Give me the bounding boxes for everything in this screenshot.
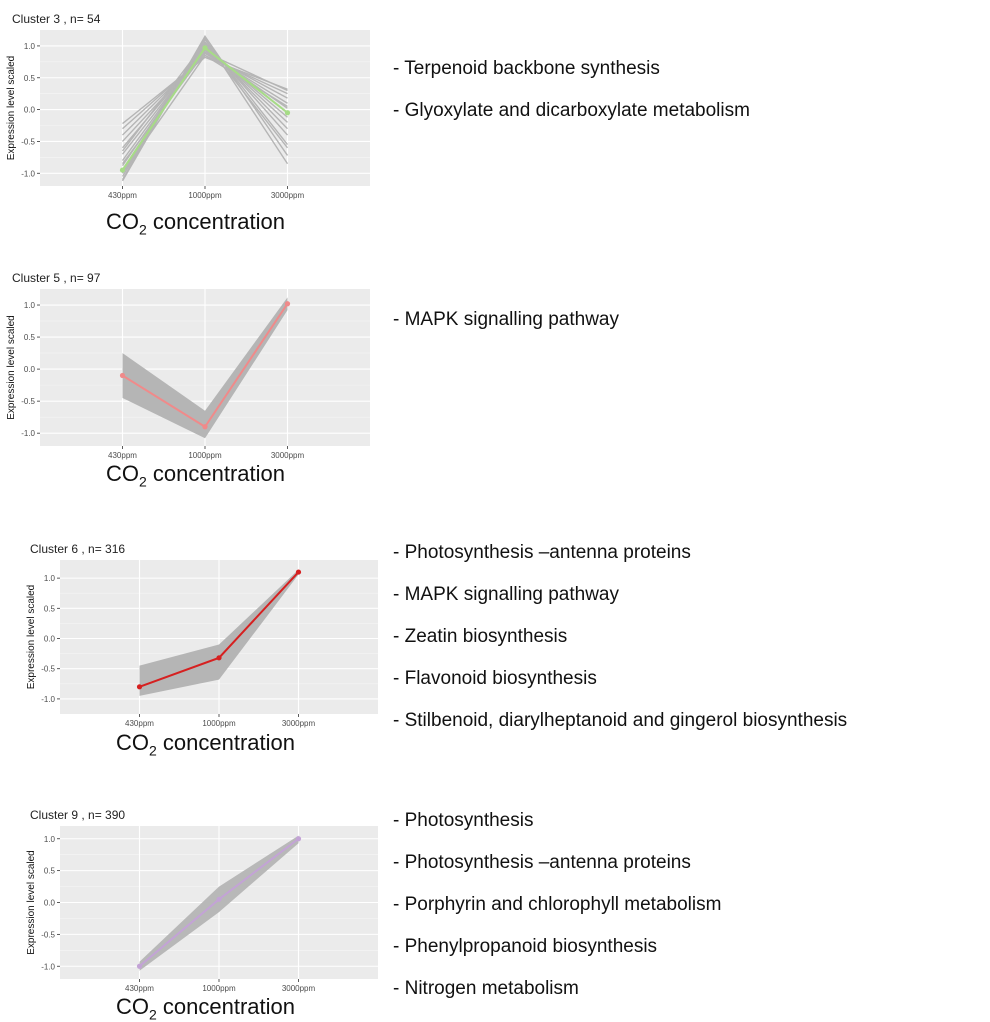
gene-line	[121, 54, 288, 174]
x-tick-label: 430ppm	[125, 719, 154, 728]
y-tick-label: 0.5	[44, 604, 56, 613]
mean-point	[284, 110, 291, 116]
y-tick-label: -1.0	[21, 429, 35, 438]
x-tick-label: 3000ppm	[282, 719, 316, 728]
mean-point	[119, 167, 126, 173]
gene-line	[121, 41, 289, 152]
pathway-list: - Terpenoid backbone synthesis - Glyoxyla…	[393, 58, 750, 142]
pathway-item: - Stilbenoid, diarylheptanoid and ginger…	[393, 710, 848, 731]
mean-point	[284, 301, 291, 307]
y-tick-label: 0.0	[44, 899, 56, 908]
mean-point	[119, 372, 126, 379]
y-tick-label: 0.5	[24, 74, 36, 83]
y-tick-label: -1.0	[41, 962, 55, 971]
y-tick-label: 1.0	[44, 574, 56, 583]
y-tick-label: -0.5	[21, 137, 35, 146]
mean-point	[295, 836, 302, 842]
panel-title: Cluster 6 , n= 316	[30, 542, 126, 556]
x-axis-title: CO2 concentration	[106, 209, 285, 238]
pathway-item: - Nitrogen metabolism	[393, 978, 579, 999]
x-tick-label: 3000ppm	[271, 451, 305, 460]
x-tick-label: 430ppm	[125, 984, 154, 993]
x-tick-label: 1000ppm	[202, 984, 236, 993]
panel-title: Cluster 3 , n= 54	[12, 12, 101, 26]
gene-line	[121, 35, 289, 180]
y-tick-label: -0.5	[41, 930, 55, 939]
y-tick-label: -1.0	[21, 169, 35, 178]
panel-title: Cluster 5 , n= 97	[12, 271, 101, 285]
x-tick-label: 1000ppm	[202, 719, 236, 728]
mean-point	[202, 424, 208, 430]
y-tick-label: 1.0	[24, 42, 36, 51]
pathway-item: - Photosynthesis	[393, 810, 534, 831]
pathway-list: - Photosynthesis –antenna proteins - MAPK…	[393, 542, 847, 752]
mean-point	[216, 655, 222, 661]
y-tick-label: 0.0	[24, 365, 36, 374]
panel-title: Cluster 9 , n= 390	[30, 808, 126, 822]
pathway-item: - Terpenoid backbone synthesis	[393, 58, 660, 79]
x-tick-label: 430ppm	[108, 191, 137, 200]
pathway-item: - Photosynthesis –antenna proteins	[393, 542, 691, 563]
x-axis-title: CO2 concentration	[116, 730, 295, 759]
x-tick-label: 3000ppm	[271, 191, 305, 200]
mean-point	[216, 896, 222, 902]
cluster-plot: 1.0 0.5 0.0 -0.5 -1.0 430ppm 1000ppm 3000ppm Exp…	[26, 826, 378, 993]
y-tick-label: 0.0	[24, 106, 36, 115]
x-tick-label: 1000ppm	[188, 191, 222, 200]
gene-line	[122, 52, 288, 136]
y-tick-label: 1.0	[44, 835, 56, 844]
y-tick-label: -0.5	[21, 397, 35, 406]
x-axis-title: CO2 concentration	[116, 994, 295, 1022]
gene-line	[121, 51, 288, 165]
cluster-plot: 1.0 0.5 0.0 -0.5 -1.0 430ppm 1000ppm 3000ppm Exp…	[26, 560, 378, 728]
gene-line	[122, 56, 288, 125]
y-axis-title: Expression level scaled	[6, 315, 17, 420]
mean-point	[136, 684, 143, 690]
pathway-list: - Photosynthesis - Photosynthesis –antenn…	[393, 810, 721, 1020]
x-tick-label: 430ppm	[108, 451, 137, 460]
cluster-plot: 1.0 0.5 0.0 -0.5 -1.0 430ppm 1000ppm 3000ppm Exp…	[6, 289, 370, 460]
cluster-plot: 1.0 0.5 0.0 -0.5 -1.0 430ppm 1000ppm 3000ppm Exp…	[6, 30, 370, 200]
pathway-list: - MAPK signalling pathway	[393, 309, 619, 351]
pathway-item: - Phenylpropanoid biosynthesis	[393, 936, 658, 957]
x-tick-label: 1000ppm	[188, 451, 222, 460]
expression-band	[122, 297, 288, 439]
mean-point	[295, 569, 302, 575]
pathway-item: - MAPK signalling pathway	[393, 309, 619, 330]
y-tick-label: -1.0	[41, 695, 55, 704]
y-tick-label: 1.0	[24, 301, 36, 310]
y-axis-title: Expression level scaled	[26, 585, 37, 690]
mean-point	[136, 963, 143, 969]
x-axis-title: CO2 concentration	[106, 461, 285, 490]
mean-point	[202, 45, 208, 51]
pathway-item: - MAPK signalling pathway	[393, 584, 619, 605]
y-tick-label: -0.5	[41, 665, 55, 674]
y-tick-label: 0.5	[44, 867, 56, 876]
y-tick-label: 0.5	[24, 333, 36, 342]
pathway-item: - Photosynthesis –antenna proteins	[393, 852, 691, 873]
x-tick-label: 3000ppm	[282, 984, 316, 993]
pathway-item: - Flavonoid biosynthesis	[393, 668, 597, 689]
y-axis-title: Expression level scaled	[6, 56, 17, 161]
y-tick-label: 0.0	[44, 635, 56, 644]
pathway-item: - Zeatin biosynthesis	[393, 626, 568, 647]
pathway-item: - Porphyrin and chlorophyll metabolism	[393, 894, 722, 915]
expression-band	[139, 569, 299, 696]
pathway-item: - Glyoxylate and dicarboxylate metabolis…	[393, 100, 750, 121]
y-axis-title: Expression level scaled	[26, 850, 37, 955]
